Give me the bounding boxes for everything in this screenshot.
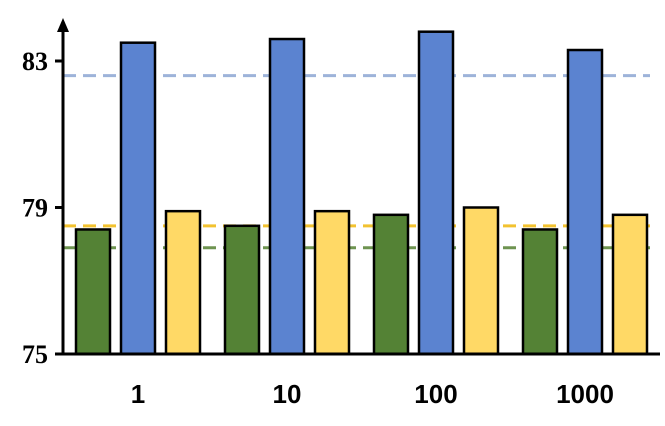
bar-s0-c0 — [74, 228, 112, 356]
y-tick-label-0: 75 — [22, 340, 48, 369]
x-tick-label-1: 10 — [273, 379, 302, 409]
bar-s0-c1 — [223, 224, 261, 356]
bar-s1-c2 — [417, 30, 455, 356]
bar-s0-c2 — [372, 213, 410, 356]
y-tick-label-2: 83 — [22, 47, 48, 76]
bar-s1-c3 — [566, 48, 604, 356]
bar-s2-c2 — [462, 206, 500, 356]
bar-s2-c0 — [164, 209, 202, 356]
axes — [57, 18, 660, 356]
y-ticks: 75 79 83 — [22, 47, 63, 369]
y-tick-label-1: 79 — [22, 194, 48, 223]
bar-s1-c0 — [119, 41, 157, 356]
y-axis-arrow — [57, 18, 69, 32]
bars — [74, 30, 649, 356]
bar-s2-c3 — [611, 213, 649, 356]
x-tick-label-3: 1000 — [556, 379, 614, 409]
bar-s2-c1 — [313, 209, 351, 356]
x-tick-label-0: 1 — [131, 379, 145, 409]
bar-s1-c1 — [268, 37, 306, 356]
x-ticks: 1 10 100 1000 — [131, 379, 614, 409]
x-tick-label-2: 100 — [414, 379, 457, 409]
bar-s0-c3 — [521, 228, 559, 356]
